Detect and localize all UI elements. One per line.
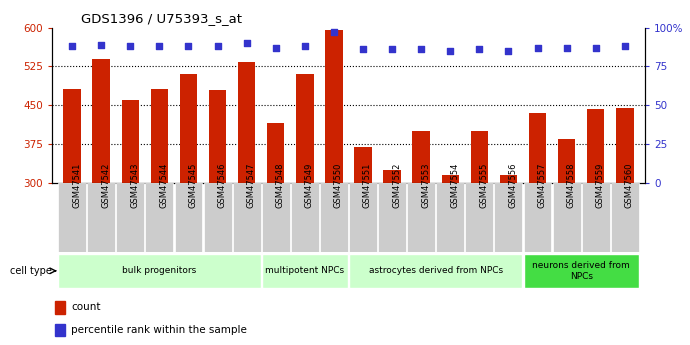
Bar xyxy=(407,183,435,252)
Bar xyxy=(529,113,546,183)
Point xyxy=(561,45,572,50)
Text: GSM47556: GSM47556 xyxy=(509,162,518,208)
Point xyxy=(386,47,397,52)
Text: GSM47560: GSM47560 xyxy=(624,162,634,208)
Text: GSM47548: GSM47548 xyxy=(276,162,285,208)
Bar xyxy=(354,147,372,183)
Bar xyxy=(87,183,115,252)
Text: GSM47541: GSM47541 xyxy=(72,162,81,208)
Bar xyxy=(413,131,430,183)
Bar xyxy=(262,183,290,252)
Point xyxy=(328,29,339,35)
Text: GSM47547: GSM47547 xyxy=(246,162,255,208)
Bar xyxy=(558,139,575,183)
Bar xyxy=(262,254,348,288)
Text: multipotent NPCs: multipotent NPCs xyxy=(265,266,344,275)
Bar xyxy=(500,175,518,183)
Point xyxy=(532,45,543,50)
Bar xyxy=(55,301,65,314)
Text: GSM47549: GSM47549 xyxy=(305,162,314,208)
Point xyxy=(445,48,456,53)
Bar xyxy=(436,183,464,252)
Point xyxy=(590,45,601,50)
Bar xyxy=(325,30,343,183)
Bar xyxy=(150,89,168,183)
Bar xyxy=(611,183,639,252)
Text: GDS1396 / U75393_s_at: GDS1396 / U75393_s_at xyxy=(81,12,242,25)
Text: count: count xyxy=(71,303,101,313)
Bar xyxy=(384,170,401,183)
Bar xyxy=(55,324,65,336)
Point xyxy=(241,40,252,46)
Bar xyxy=(146,183,173,252)
Bar xyxy=(587,109,604,183)
Bar xyxy=(209,90,226,183)
Point xyxy=(96,42,107,47)
Point xyxy=(154,43,165,49)
Bar xyxy=(495,183,522,252)
Text: bulk progenitors: bulk progenitors xyxy=(122,266,197,275)
Bar xyxy=(175,183,202,252)
Point xyxy=(67,43,78,49)
Bar xyxy=(553,183,580,252)
Text: astrocytes derived from NPCs: astrocytes derived from NPCs xyxy=(368,266,503,275)
Bar xyxy=(117,183,144,252)
Bar xyxy=(63,89,81,183)
Bar xyxy=(320,183,348,252)
Bar xyxy=(349,183,377,252)
Bar xyxy=(471,131,488,183)
Point xyxy=(183,43,194,49)
Text: GSM47554: GSM47554 xyxy=(451,162,460,208)
Text: GSM47543: GSM47543 xyxy=(130,162,139,208)
Text: GSM47542: GSM47542 xyxy=(101,162,110,208)
Text: GSM47557: GSM47557 xyxy=(538,162,546,208)
Bar xyxy=(179,74,197,183)
Text: GSM47551: GSM47551 xyxy=(363,162,372,208)
Point xyxy=(503,48,514,53)
Bar xyxy=(204,183,232,252)
Bar xyxy=(233,183,261,252)
Bar xyxy=(349,254,522,288)
Point xyxy=(299,43,310,49)
Text: GSM47558: GSM47558 xyxy=(566,162,575,208)
Bar xyxy=(465,183,493,252)
Text: GSM47559: GSM47559 xyxy=(595,162,604,208)
Text: cell type: cell type xyxy=(10,266,52,276)
Bar xyxy=(582,183,610,252)
Bar xyxy=(58,183,86,252)
Bar xyxy=(442,175,459,183)
Bar xyxy=(121,100,139,183)
Bar xyxy=(524,183,551,252)
Text: GSM47552: GSM47552 xyxy=(392,162,401,208)
Point xyxy=(474,47,485,52)
Bar xyxy=(92,59,110,183)
Text: GSM47553: GSM47553 xyxy=(421,162,430,208)
Bar xyxy=(616,108,633,183)
Text: GSM47555: GSM47555 xyxy=(480,162,489,208)
Point xyxy=(415,47,426,52)
Bar xyxy=(296,74,313,183)
Text: percentile rank within the sample: percentile rank within the sample xyxy=(71,325,247,335)
Point xyxy=(619,43,630,49)
Bar xyxy=(524,254,639,288)
Text: GSM47545: GSM47545 xyxy=(188,162,197,208)
Text: GSM47546: GSM47546 xyxy=(217,162,226,208)
Bar xyxy=(58,254,261,288)
Bar xyxy=(267,124,284,183)
Text: GSM47544: GSM47544 xyxy=(159,162,168,208)
Text: GSM47550: GSM47550 xyxy=(334,162,343,208)
Bar xyxy=(291,183,319,252)
Text: neurons derived from
NPCs: neurons derived from NPCs xyxy=(532,261,630,280)
Point xyxy=(270,45,282,50)
Point xyxy=(212,43,223,49)
Point xyxy=(125,43,136,49)
Bar xyxy=(378,183,406,252)
Point xyxy=(357,47,368,52)
Bar xyxy=(238,62,255,183)
